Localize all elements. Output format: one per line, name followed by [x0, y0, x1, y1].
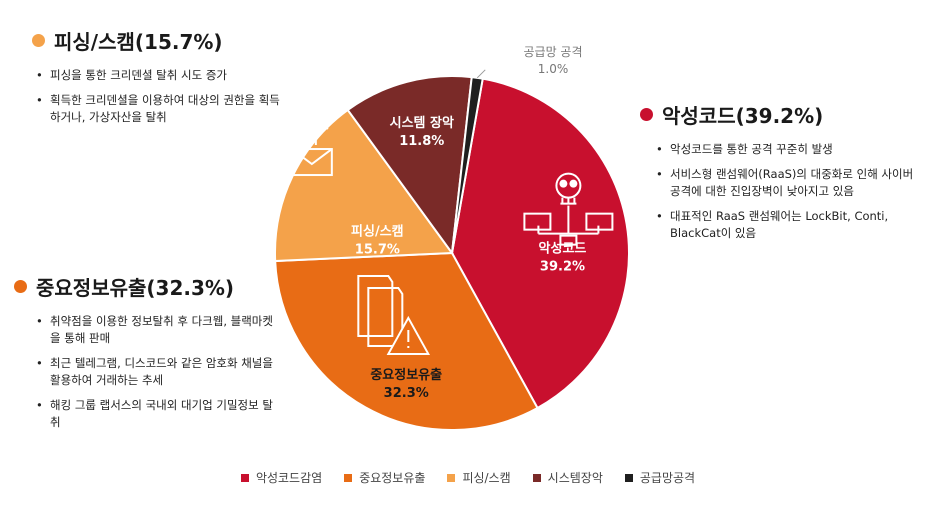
leak-panel: 중요정보유출(32.3%) 취약점을 이용한 정보탈취 후 다크웹, 블랙마켓을…: [14, 272, 274, 439]
phishing-dot-icon: [32, 34, 45, 47]
phishing-bullet: 획득한 크리덴셜을 이용하여 대상의 권한을 획득하거나, 가상자산을 탈취: [32, 92, 282, 126]
legend-item: 중요정보유출: [344, 469, 425, 486]
leak-bullet: 해킹 그룹 랩서스의 국내외 대기업 기밀정보 탈취: [32, 397, 274, 431]
legend-swatch-icon: [240, 473, 249, 482]
slice-value: 15.7%: [355, 243, 400, 258]
legend-item: 공급망공격: [624, 469, 696, 486]
phishing-bullets: 피싱을 통한 크리덴셜 탈취 시도 증가 획득한 크리덴셜을 이용하여 대상의 …: [32, 67, 282, 126]
malware-panel-title: 악성코드(39.2%): [662, 104, 824, 128]
pie-slice-3: [346, 75, 473, 256]
pie-slice-0: [450, 77, 630, 410]
malware-dot-icon: [640, 108, 653, 121]
malware-panel-header: 악성코드(39.2%): [640, 100, 920, 129]
legend-label: 악성코드감염: [255, 471, 323, 485]
callout-leader-line: [476, 69, 486, 79]
warning-documents-icon: [357, 274, 431, 355]
leak-bullet: 최근 텔레그램, 디스코드와 같은 암호화 채널을 활용하여 거래하는 추세: [32, 355, 274, 389]
leak-bullet: 취약점을 이용한 정보탈취 후 다크웹, 블랙마켓을 통해 판매: [32, 313, 274, 347]
leak-dot-icon: [14, 280, 27, 293]
skull-network-icon: [523, 172, 614, 246]
pie-slice-2: [274, 108, 454, 263]
legend-item: 피싱/스캠: [447, 469, 511, 486]
phishing-panel-title: 피싱/스캠(15.7%): [54, 30, 223, 54]
phishing-panel: 피싱/스캠(15.7%) 피싱을 통한 크리덴셜 탈취 시도 증가 획득한 크리…: [32, 26, 282, 134]
slice-label: 중요정보유출: [370, 367, 442, 383]
malware-bullet: 서비스형 랜섬웨어(RaaS)의 대중화로 인해 사이버 공격에 대한 진입장벽…: [652, 166, 920, 200]
leak-bullets: 취약점을 이용한 정보탈취 후 다크웹, 블랙마켓을 통해 판매 최근 텔레그램…: [32, 313, 274, 431]
hooked-envelope-icon: [290, 123, 333, 177]
supply-chain-callout-value: 1.0%: [537, 62, 569, 76]
malware-panel: 악성코드(39.2%) 악성코드를 통한 공격 꾸준히 발생 서비스형 랜섬웨어…: [640, 100, 920, 250]
slice-value: 39.2%: [540, 260, 585, 275]
legend-item: 시스템장악: [532, 469, 603, 486]
leak-panel-title: 중요정보유출(32.3%): [36, 276, 235, 300]
supply-chain-callout: 공급망 공격 1.0%: [508, 44, 598, 78]
legend-swatch-icon: [344, 473, 353, 482]
legend-item: 악성코드감염: [240, 469, 323, 486]
supply-chain-callout-label: 공급망 공격: [523, 45, 583, 59]
malware-bullet: 악성코드를 통한 공격 꾸준히 발생: [652, 141, 920, 158]
malware-bullet: 대표적인 RaaS 랜섬웨어는 LockBit, Conti, BlackCat…: [652, 208, 920, 242]
legend-label: 시스템장악: [547, 471, 603, 485]
slice-label: 피싱/스캠: [351, 225, 404, 240]
slice-label: 악성코드: [539, 241, 587, 257]
malware-bullets: 악성코드를 통한 공격 꾸준히 발생 서비스형 랜섬웨어(RaaS)의 대중화로…: [652, 141, 920, 242]
legend-label: 중요정보유출: [359, 471, 426, 485]
phishing-bullet: 피싱을 통한 크리덴셜 탈취 시도 증가: [32, 67, 282, 84]
legend-swatch-icon: [624, 473, 633, 482]
leak-panel-header: 중요정보유출(32.3%): [14, 272, 274, 301]
chart-legend: 악성코드감염 중요정보유출 피싱/스캠 시스템장악 공급망공격: [0, 469, 936, 486]
slice-value: 11.8%: [399, 134, 444, 149]
slice-label: 시스템 장악: [390, 115, 454, 131]
phishing-panel-header: 피싱/스캠(15.7%): [32, 26, 282, 55]
slice-value: 32.3%: [384, 386, 429, 401]
legend-swatch-icon: [532, 473, 541, 482]
legend-label: 공급망공격: [639, 471, 696, 485]
legend-label: 피싱/스캠: [462, 471, 511, 485]
legend-swatch-icon: [447, 473, 456, 482]
